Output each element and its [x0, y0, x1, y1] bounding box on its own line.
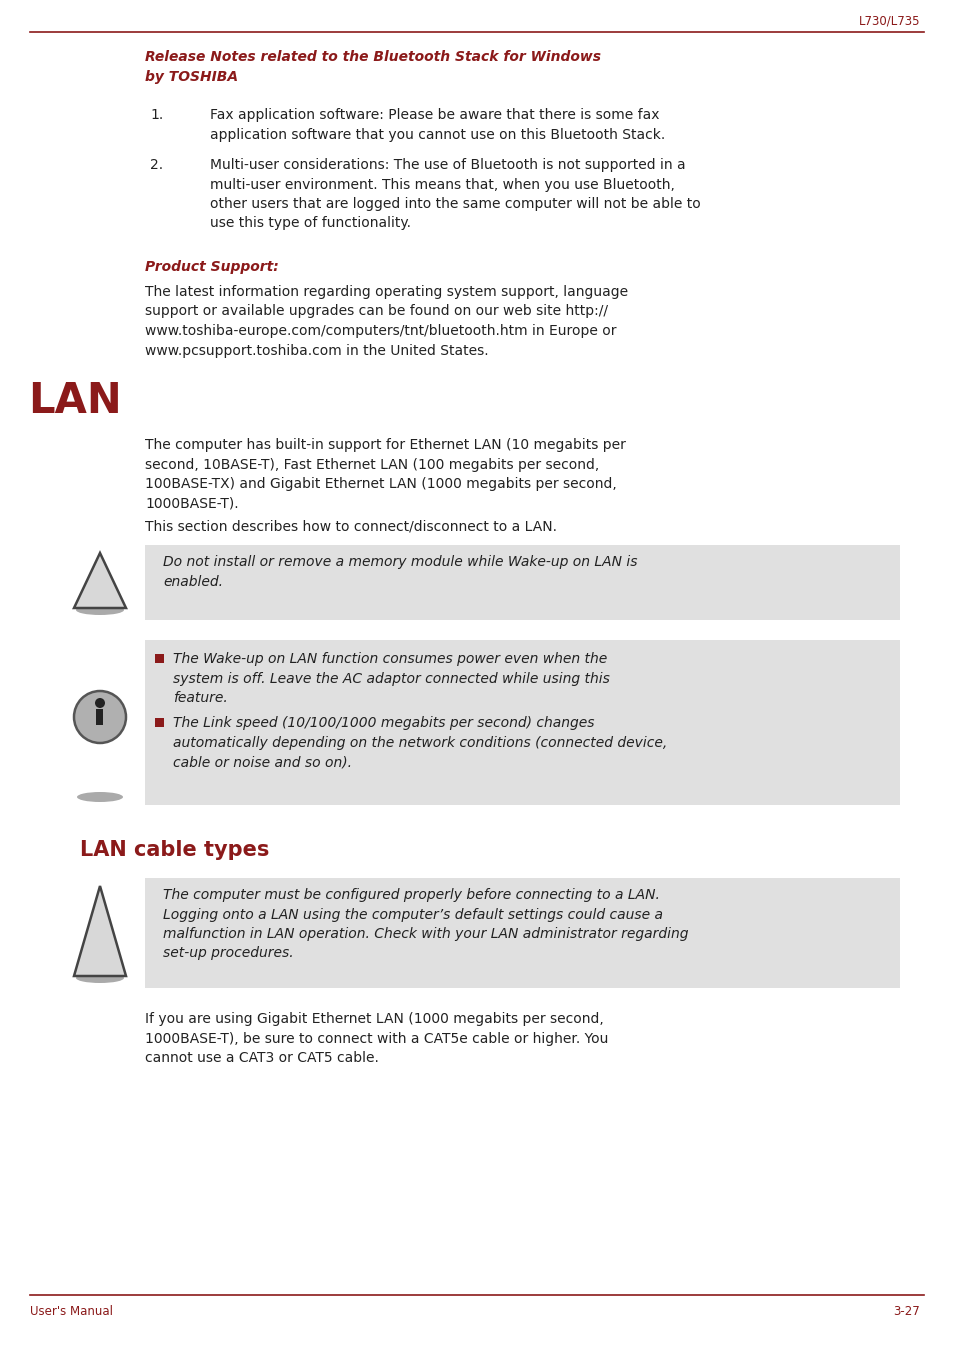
- FancyBboxPatch shape: [145, 545, 899, 620]
- Text: The computer must be configured properly before connecting to a LAN.
Logging ont: The computer must be configured properly…: [163, 888, 688, 960]
- Text: 1.: 1.: [150, 108, 163, 122]
- Ellipse shape: [76, 605, 124, 615]
- Text: LAN cable types: LAN cable types: [80, 841, 269, 859]
- Ellipse shape: [77, 792, 123, 802]
- Text: Do not install or remove a memory module while Wake-up on LAN is
enabled.: Do not install or remove a memory module…: [163, 555, 637, 589]
- FancyBboxPatch shape: [154, 718, 164, 728]
- Text: Product Support:: Product Support:: [145, 260, 278, 274]
- Text: This section describes how to connect/disconnect to a LAN.: This section describes how to connect/di…: [145, 521, 557, 534]
- Text: The Wake-up on LAN function consumes power even when the
system is off. Leave th: The Wake-up on LAN function consumes pow…: [172, 652, 609, 705]
- FancyBboxPatch shape: [96, 709, 103, 725]
- Text: The latest information regarding operating system support, language
support or a: The latest information regarding operati…: [145, 285, 627, 358]
- Text: !: !: [95, 900, 105, 920]
- Polygon shape: [74, 553, 126, 608]
- Text: LAN: LAN: [28, 381, 122, 422]
- Polygon shape: [74, 886, 126, 976]
- Text: The Link speed (10/100/1000 megabits per second) changes
automatically depending: The Link speed (10/100/1000 megabits per…: [172, 716, 666, 769]
- Text: 3-27: 3-27: [892, 1305, 919, 1318]
- FancyBboxPatch shape: [145, 640, 899, 806]
- Text: The computer has built-in support for Ethernet LAN (10 megabits per
second, 10BA: The computer has built-in support for Et…: [145, 438, 625, 511]
- Circle shape: [74, 691, 126, 742]
- FancyBboxPatch shape: [154, 654, 164, 663]
- Text: !: !: [95, 568, 105, 586]
- Text: Fax application software: Please be aware that there is some fax
application sof: Fax application software: Please be awar…: [210, 108, 664, 141]
- Text: L730/L735: L730/L735: [858, 13, 919, 27]
- Ellipse shape: [76, 972, 124, 983]
- Text: Multi-user considerations: The use of Bluetooth is not supported in a
multi-user: Multi-user considerations: The use of Bl…: [210, 157, 700, 230]
- Circle shape: [95, 698, 105, 707]
- Text: User's Manual: User's Manual: [30, 1305, 112, 1318]
- Text: Release Notes related to the Bluetooth Stack for Windows
by TOSHIBA: Release Notes related to the Bluetooth S…: [145, 50, 600, 83]
- Text: If you are using Gigabit Ethernet LAN (1000 megabits per second,
1000BASE-T), be: If you are using Gigabit Ethernet LAN (1…: [145, 1011, 608, 1065]
- Text: 2.: 2.: [150, 157, 163, 172]
- FancyBboxPatch shape: [145, 878, 899, 989]
